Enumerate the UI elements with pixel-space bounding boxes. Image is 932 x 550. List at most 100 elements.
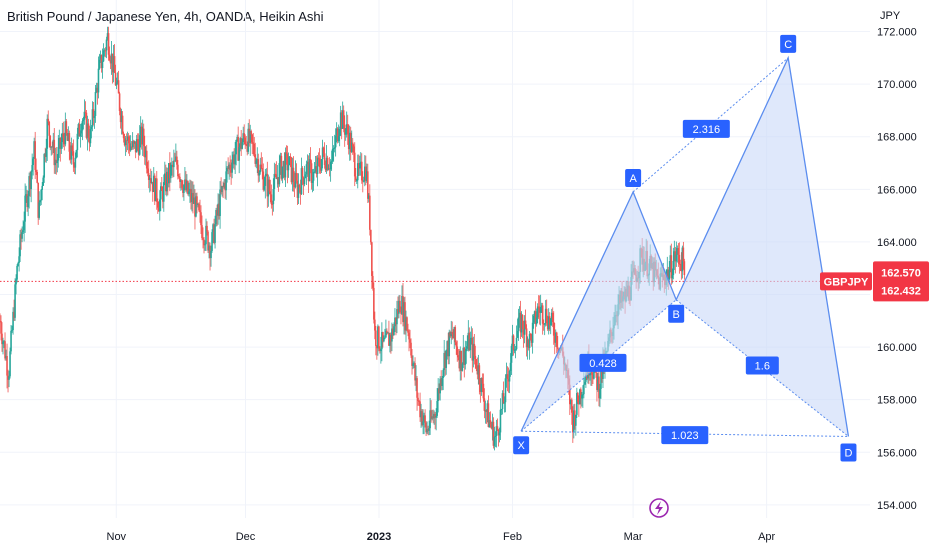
point-label-bg [780,34,797,53]
candle-body [222,186,224,188]
candle-body [450,331,453,337]
candle-body [286,153,289,171]
candle-body [265,173,268,176]
candle-body [376,345,378,349]
candle-body [432,416,434,419]
candle-body [327,168,330,170]
candle-body [393,326,395,336]
candle-body [16,265,18,280]
candle-body [510,345,513,363]
candle-body [398,300,400,314]
candle-body [598,376,600,399]
candle-body [372,275,374,288]
candle-body [345,124,348,130]
candle-body [122,133,125,139]
candle-body [175,156,177,161]
candle-body [43,154,46,178]
candle-body [288,156,291,166]
candle-body [159,186,162,200]
candle-body [521,314,524,330]
candle-body [321,147,324,160]
candle-body [483,398,486,411]
candle-body [133,141,136,144]
price-tick-label: 168.000 [877,132,917,144]
pattern-ratio-label: 0.428 [579,353,627,372]
candle-body [527,339,530,348]
candle-body [591,369,593,375]
candle-body [135,139,138,153]
candle-body [501,393,504,410]
candle-body [169,163,171,179]
candle-body [258,172,261,176]
candle-body [363,166,366,181]
candle-body [677,248,680,255]
candle-body [178,176,180,178]
candle-body [507,378,510,382]
candle-body [532,315,535,323]
candle-body [70,145,73,160]
candle-body [533,311,536,316]
candle-body [119,110,122,123]
candle-body [27,195,29,208]
candle-body [37,182,39,218]
candle-body [177,164,179,177]
candle-body [366,171,368,182]
candle-body [342,110,345,125]
candle-body [134,141,137,153]
harmonic-pattern[interactable]: X A B C D 0.428 2.316 1.6 1.023 [513,34,857,462]
candle-body [350,142,353,152]
candle-body [548,316,551,326]
candle-body [503,402,506,404]
candle-body [307,161,310,182]
candle-body [290,157,293,183]
candle-body [15,279,17,285]
price-axis[interactable]: JPY 154.000156.000158.000160.000162.0001… [877,10,917,512]
candle-body [269,191,272,195]
time-axis[interactable]: Nov Dec 2023 Feb Mar Apr [107,531,776,543]
candle-body [138,135,141,155]
candle-body [457,355,460,358]
candle-body [422,421,424,425]
candle-body [488,420,491,428]
candle-body [281,166,284,179]
candle-body [13,311,15,318]
candle-body [216,210,218,216]
candle-body [87,123,90,138]
candle-body [320,159,323,171]
candle-body [509,362,512,372]
candle-body [676,248,679,255]
candle-body [69,151,72,160]
candle-body [113,56,116,73]
candle-body [500,409,503,411]
candle-body [385,330,387,338]
candle-body [38,202,40,218]
candle-body [238,147,240,161]
candle-body [139,126,142,136]
candle-body [330,160,333,162]
candle-body [317,157,320,160]
candle-body [275,174,278,179]
symbol-tag-text: GBPJPY [824,276,869,288]
candle-body [82,119,85,122]
price-tick-label: 172.000 [877,27,917,39]
candle-body [341,110,344,129]
candle-body [112,56,115,73]
candle-body [225,171,227,191]
candle-body [32,158,34,166]
candle-body [455,342,458,347]
symbol-tag: GBPJPY [820,272,872,291]
candle-body [144,150,147,158]
candle-body [430,410,432,419]
tradingview-lightning-icon[interactable] [649,498,669,518]
candle-body [243,133,246,138]
candle-body [71,145,74,152]
candle-body [153,175,156,202]
candle-body [64,121,67,145]
candle-body [6,356,8,376]
candle-body [537,306,540,308]
candle-body [302,177,305,185]
candle-body [41,185,44,190]
candle-body [271,204,274,206]
candle-body [380,349,382,352]
